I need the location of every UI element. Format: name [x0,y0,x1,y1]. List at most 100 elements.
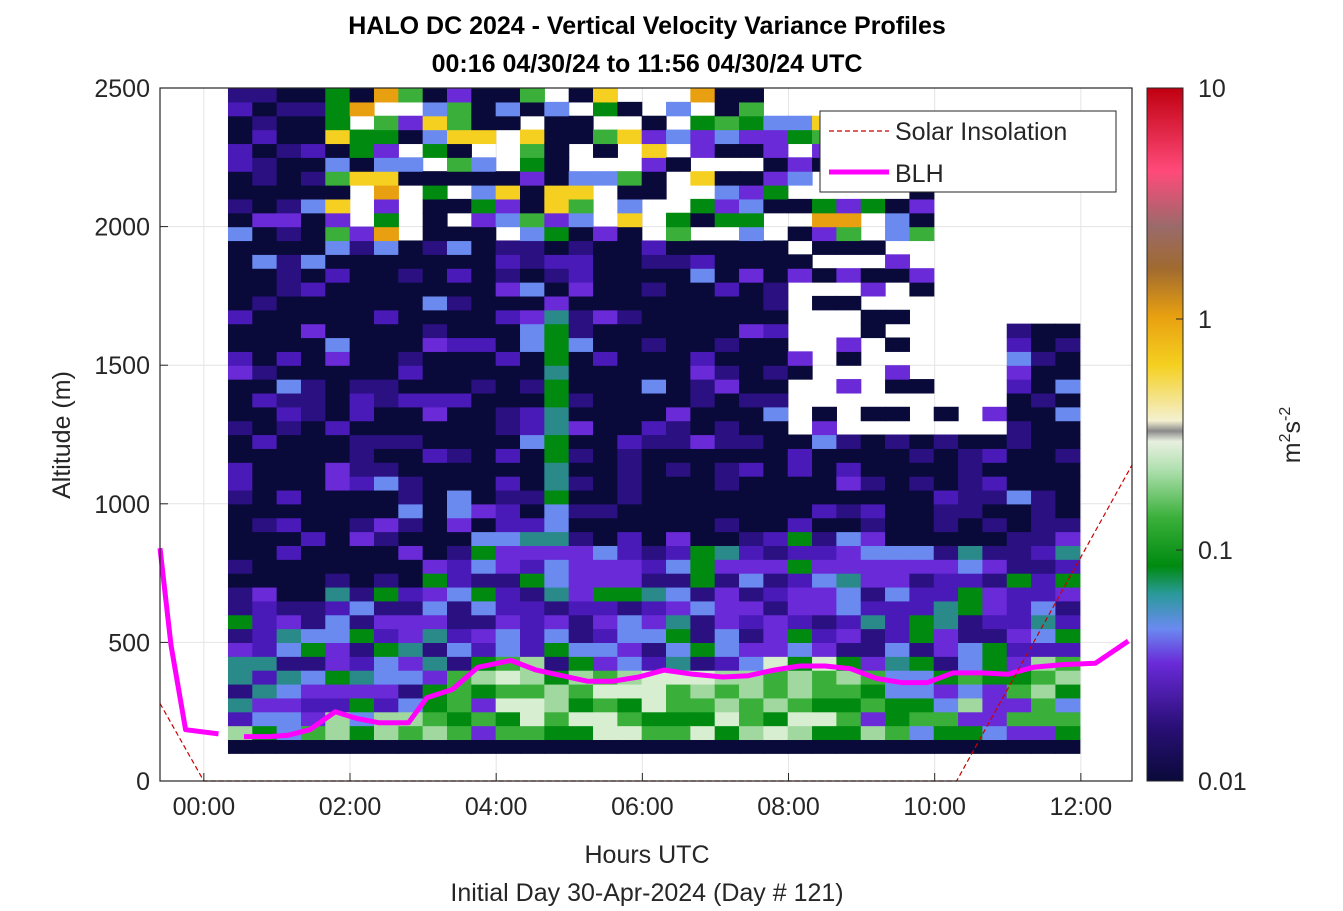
heat-cell-3-26 [300,379,326,394]
x-tick-label-6: 12:00 [1050,793,1113,821]
heat-cell-32-2 [1006,711,1032,727]
heat-cell-27-12 [885,573,910,588]
heat-cell-9-46 [447,101,472,117]
heat-cell-22-35 [763,254,789,269]
heat-cell-16-0 [617,739,643,754]
heat-cell-13-43 [544,143,570,158]
heat-cell-18-21 [666,448,691,463]
heat-cell-23-7 [787,642,813,657]
heat-cell-13-37 [544,226,570,242]
y-axis-label: Altitude (m) [48,371,76,499]
heat-cell-30-13 [958,559,983,574]
heat-cell-5-29 [349,337,375,352]
heat-cell-14-16 [568,517,594,533]
heat-cell-21-37 [739,226,764,242]
heat-cell-2-25 [276,392,302,408]
heat-cell-24-23 [812,420,837,436]
heat-cell-6-31 [373,309,399,325]
heat-cell-1-10 [252,600,278,616]
heat-cell-7-17 [398,503,424,519]
heat-cell-15-24 [593,406,618,422]
heat-cell-19-23 [690,420,716,436]
heat-cell-28-34 [909,268,935,283]
heat-cell-0-10 [227,600,253,616]
heat-cell-1-19 [252,476,278,491]
heat-cell-34-1 [1055,725,1081,741]
heat-cell-0-33 [227,282,253,297]
heat-cell-30-14 [958,545,983,560]
colorbar-label: m2s-2 [1277,407,1306,464]
heat-cell-28-18 [909,489,935,505]
heat-cell-26-14 [860,545,886,560]
heat-cell-13-25 [544,392,570,408]
heat-cell-2-3 [276,697,302,713]
heat-cell-18-18 [666,489,691,505]
heat-cell-1-40 [252,185,278,200]
colorbar-label-mid: s [1278,421,1306,434]
heat-cell-21-0 [739,739,764,754]
heat-cell-20-39 [714,198,740,214]
heat-cell-19-24 [690,406,716,422]
heat-cell-24-21 [812,448,837,463]
heat-cell-2-24 [276,406,302,422]
heat-cell-19-18 [690,489,716,505]
heat-cell-29-1 [933,725,959,741]
heat-cell-8-1 [422,725,448,741]
heat-cell-31-8 [982,628,1008,643]
heat-cell-17-6 [641,656,667,671]
heat-cell-24-7 [812,642,837,657]
series-line-1 [157,547,219,737]
heat-cell-13-11 [544,586,570,602]
heat-cell-0-25 [227,392,253,408]
heat-cell-8-21 [422,448,448,463]
heat-cell-3-43 [300,143,326,158]
heat-cell-11-19 [495,476,521,491]
heat-cell-22-17 [763,503,789,519]
heat-cell-0-20 [227,462,253,477]
heat-cell-3-38 [300,212,326,228]
heat-cell-28-0 [909,739,935,754]
heat-cell-0-24 [227,406,253,422]
heat-cell-3-28 [300,351,326,366]
heat-cell-3-17 [300,503,326,519]
heat-cell-15-27 [593,365,618,380]
heat-cell-4-29 [325,337,351,352]
heat-cell-18-6 [666,656,691,671]
heat-cell-24-36 [812,240,837,255]
heat-cell-4-46 [325,101,351,117]
heat-cell-7-15 [398,531,424,546]
heat-cell-16-4 [617,683,643,699]
heat-cell-5-17 [349,503,375,519]
heat-cell-16-8 [617,628,643,643]
heat-cell-24-20 [812,462,837,477]
heat-cell-27-8 [885,628,910,643]
heat-cell-21-34 [739,268,764,283]
heat-cell-0-45 [227,115,253,131]
heat-cell-15-36 [593,240,618,255]
heat-cell-23-41 [787,171,813,186]
heat-cell-5-4 [349,683,375,699]
heat-cell-27-35 [885,254,910,269]
heat-cell-15-20 [593,462,618,477]
heat-cell-0-19 [227,476,253,491]
y-tick-label-3: 1500 [94,352,150,380]
heat-cell-19-45 [690,115,716,131]
heat-cell-10-0 [471,739,497,754]
heat-cell-9-27 [447,365,472,380]
heat-cell-0-40 [227,185,253,200]
heat-cell-17-35 [641,254,667,269]
heat-cell-25-11 [836,586,862,602]
heat-cell-31-24 [982,406,1008,422]
heat-cell-12-35 [520,254,545,269]
heat-cell-18-3 [666,697,691,713]
heat-cell-18-30 [666,323,691,339]
heat-cell-8-11 [422,586,448,602]
heat-cell-3-29 [300,337,326,352]
heat-cell-9-26 [447,379,472,394]
heat-cell-5-34 [349,268,375,283]
heat-cell-28-8 [909,628,935,643]
heat-cell-6-45 [373,115,399,131]
heat-cell-18-12 [666,573,691,588]
heat-cell-3-12 [300,573,326,588]
heat-cell-20-35 [714,254,740,269]
